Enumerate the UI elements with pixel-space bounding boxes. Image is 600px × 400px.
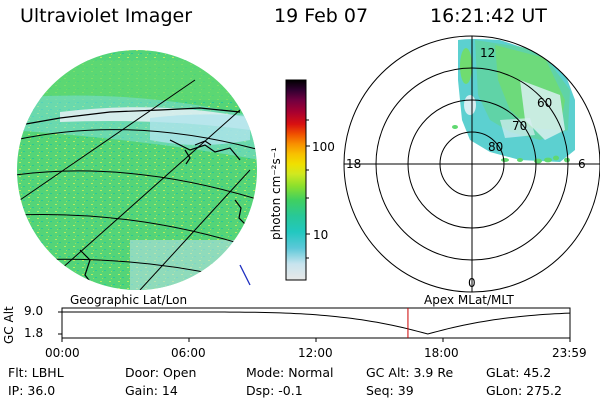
mlt-label-0: 0 <box>468 276 476 290</box>
door-info: Door: Open <box>125 365 197 380</box>
timeline-ytick-low: 1.8 <box>24 326 44 340</box>
satellite-ground-track <box>239 264 251 286</box>
timeline-xtick-1800: 18:00 <box>424 346 459 360</box>
altitude-timeline-plot <box>58 307 571 342</box>
timeline-xtick-2359: 23:59 <box>552 346 587 360</box>
color-scale-bar <box>285 79 307 281</box>
gc-alt-info: GC Alt: 3.9 Re <box>366 365 454 380</box>
ip-info: IP: 36.0 <box>8 383 56 398</box>
mlt-label-6: 6 <box>578 157 586 171</box>
dsp-info: Dsp: -0.1 <box>246 383 303 398</box>
image-date: 19 Feb 07 <box>274 5 369 27</box>
timeline-left-title: Geographic Lat/Lon <box>70 293 188 307</box>
colorbar-tick-100: 100 <box>312 140 335 154</box>
gain-info: Gain: 14 <box>125 383 178 398</box>
polar-mlat-mlt-plot <box>343 35 600 293</box>
glon-info: GLon: 275.2 <box>486 383 562 398</box>
image-time: 16:21:42 UT <box>430 5 547 27</box>
glat-info: GLat: 45.2 <box>486 365 552 380</box>
timeline-right-title: Apex MLat/MLT <box>424 293 514 307</box>
seq-info: Seq: 39 <box>366 383 414 398</box>
timeline-ylabel: GC Alt <box>2 306 16 344</box>
mlat-label-70: 70 <box>512 119 528 133</box>
timeline-xtick-0000: 00:00 <box>45 346 80 360</box>
mlt-label-18: 18 <box>346 157 362 171</box>
mlat-label-60: 60 <box>537 96 553 110</box>
mode-info: Mode: Normal <box>246 365 334 380</box>
mlt-label-12: 12 <box>480 46 496 60</box>
timeline-xtick-1200: 12:00 <box>298 346 333 360</box>
colorbar-tick-10: 10 <box>313 228 329 242</box>
filter-info: Flt: LBHL <box>8 365 64 380</box>
timeline-ytick-high: 9.0 <box>24 304 44 318</box>
mlat-label-80: 80 <box>488 140 504 154</box>
timeline-xtick-0600: 06:00 <box>171 346 206 360</box>
instrument-title: Ultraviolet Imager <box>20 5 193 27</box>
colorbar-label: photon cm⁻²s⁻¹ <box>269 147 283 240</box>
earth-disc-image <box>17 50 257 290</box>
